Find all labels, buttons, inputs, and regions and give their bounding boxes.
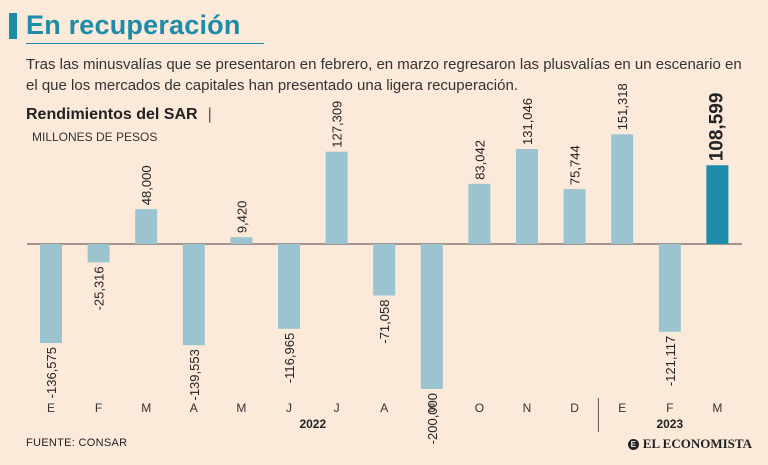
category-label-8: A (380, 401, 388, 415)
bar-1 (40, 244, 62, 344)
chart-title-text: Rendimientos del SAR (26, 106, 198, 123)
bar-13 (611, 134, 634, 244)
bar-12 (563, 189, 586, 244)
bar-11 (516, 148, 538, 244)
chart-title: Rendimientos del SAR | (26, 106, 212, 124)
data-label-4: -139,553 (187, 349, 202, 400)
data-label-3: 48,000 (139, 165, 154, 205)
source-note: FUENTE: CONSAR (26, 437, 128, 449)
logo-text: EL ECONOMISTA (642, 436, 752, 451)
bar-5 (230, 237, 253, 244)
category-label-10: O (475, 401, 484, 415)
data-label-8: -71,058 (377, 300, 392, 344)
category-label-5: M (236, 401, 246, 415)
bar-15 (706, 165, 729, 244)
category-label-14: F (666, 401, 673, 415)
bar-4 (182, 244, 205, 346)
chart-unit-label: MILLONES DE PESOS (32, 130, 158, 144)
data-label-5: 9,420 (234, 201, 249, 234)
subtitle: Tras las minusvalías que se presentaron … (26, 56, 742, 94)
data-label-9: -200,000 (425, 393, 440, 444)
bar-10 (468, 183, 491, 244)
data-label-6: -116,965 (282, 333, 297, 383)
bar-8 (373, 244, 396, 296)
year-label-2023: 2023 (656, 417, 683, 431)
data-label-13: 151,318 (615, 83, 630, 130)
category-label-1: E (47, 401, 55, 415)
page-title: En recuperación (26, 10, 241, 40)
data-label-2: -25,316 (92, 266, 107, 310)
logo-icon: E (627, 438, 639, 450)
title-accent-bar (9, 13, 17, 39)
bar-14 (658, 244, 681, 332)
chart-title-separator: | (207, 106, 212, 123)
bar-6 (278, 244, 300, 329)
title-underline (26, 43, 264, 44)
bar-9 (420, 244, 443, 389)
data-label-7: 127,309 (330, 101, 345, 148)
data-label-1: -136,575 (44, 347, 59, 398)
category-label-6: J (286, 401, 292, 415)
data-label-10: 83,042 (472, 140, 487, 180)
bar-7 (325, 151, 348, 244)
data-label-14: -121,117 (663, 336, 678, 386)
data-label-12: 75,744 (568, 145, 583, 185)
data-label-15: 108,599 (706, 93, 727, 162)
bar-2 (87, 244, 110, 263)
category-label-2: F (95, 401, 102, 415)
category-label-13: E (618, 401, 626, 415)
category-label-7: J (334, 401, 340, 415)
category-label-4: A (190, 401, 198, 415)
year-label-2022: 2022 (299, 417, 326, 431)
category-label-9: S (428, 401, 436, 415)
category-label-3: M (141, 401, 151, 415)
data-label-11: 131,046 (520, 98, 535, 145)
category-label-11: N (523, 401, 532, 415)
publisher-logo: E EL ECONOMISTA (627, 436, 752, 452)
category-label-12: D (570, 401, 579, 415)
bar-3 (135, 209, 158, 244)
category-label-15: M (712, 401, 722, 415)
